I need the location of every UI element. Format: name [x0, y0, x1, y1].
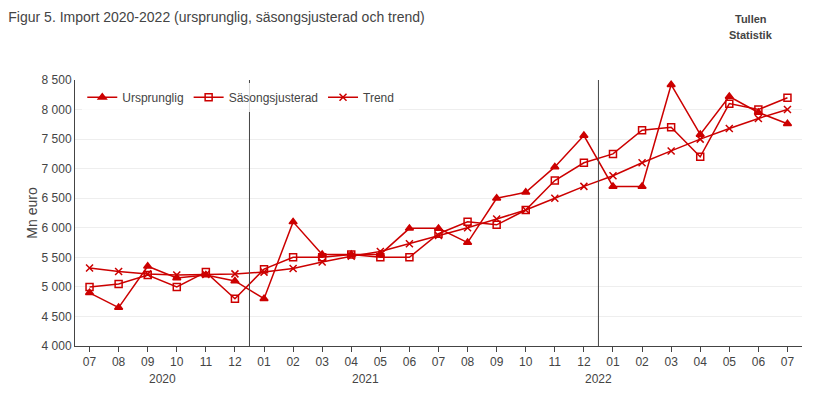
svg-text:2020: 2020 — [149, 372, 176, 386]
svg-text:4 500: 4 500 — [42, 310, 72, 324]
svg-text:Mn euro: Mn euro — [24, 187, 40, 239]
svg-text:5 000: 5 000 — [42, 280, 72, 294]
svg-text:07: 07 — [432, 355, 446, 369]
svg-text:10: 10 — [519, 355, 533, 369]
svg-text:09: 09 — [490, 355, 504, 369]
svg-text:04: 04 — [345, 355, 359, 369]
svg-text:8 000: 8 000 — [42, 103, 72, 117]
svg-text:02: 02 — [635, 355, 649, 369]
svg-text:7 500: 7 500 — [42, 132, 72, 146]
svg-text:2022: 2022 — [585, 372, 612, 386]
svg-text:8 500: 8 500 — [42, 73, 72, 87]
svg-text:12: 12 — [228, 355, 242, 369]
svg-text:04: 04 — [694, 355, 708, 369]
svg-text:08: 08 — [461, 355, 475, 369]
svg-text:07: 07 — [781, 355, 795, 369]
svg-text:Statistik: Statistik — [729, 29, 773, 41]
svg-text:05: 05 — [374, 355, 388, 369]
svg-text:02: 02 — [286, 355, 300, 369]
svg-text:4 000: 4 000 — [42, 339, 72, 353]
svg-text:6 000: 6 000 — [42, 221, 72, 235]
svg-text:03: 03 — [664, 355, 678, 369]
svg-text:01: 01 — [257, 355, 271, 369]
svg-text:2021: 2021 — [352, 372, 379, 386]
svg-text:11: 11 — [200, 355, 213, 369]
svg-text:01: 01 — [606, 355, 620, 369]
svg-text:Tullen: Tullen — [735, 13, 767, 25]
svg-text:12: 12 — [577, 355, 591, 369]
svg-text:Figur 5. Import 2020-2022 (urs: Figur 5. Import 2020-2022 (ursprunglig, … — [8, 9, 424, 25]
svg-text:Säsongsjusterad: Säsongsjusterad — [229, 91, 318, 105]
svg-text:Trend: Trend — [363, 91, 394, 105]
svg-text:07: 07 — [83, 355, 97, 369]
svg-text:11: 11 — [549, 355, 562, 369]
svg-text:06: 06 — [403, 355, 417, 369]
svg-text:Ursprunglig: Ursprunglig — [122, 91, 183, 105]
svg-text:5 500: 5 500 — [42, 251, 72, 265]
svg-text:7 000: 7 000 — [42, 162, 72, 176]
svg-text:05: 05 — [723, 355, 737, 369]
svg-text:10: 10 — [170, 355, 184, 369]
svg-text:03: 03 — [316, 355, 330, 369]
svg-text:09: 09 — [141, 355, 155, 369]
svg-text:06: 06 — [752, 355, 766, 369]
svg-text:6 500: 6 500 — [42, 191, 72, 205]
svg-text:08: 08 — [112, 355, 126, 369]
